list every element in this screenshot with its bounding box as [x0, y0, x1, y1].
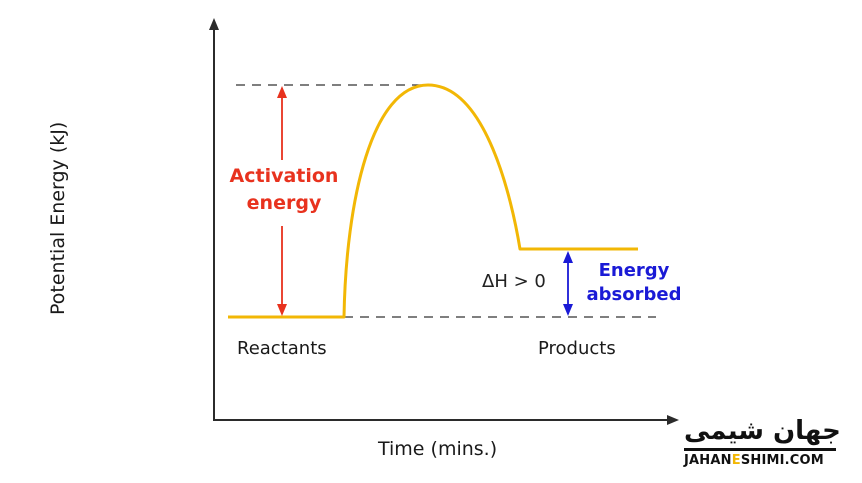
y-axis-label: Potential Energy (kJ)	[47, 121, 69, 315]
watermark-suffix: SHIMI.COM	[740, 453, 824, 468]
delta-h-label: ΔH > 0	[482, 271, 546, 292]
absorbed-arrowhead-up	[563, 251, 573, 263]
activation-arrowhead-down	[277, 304, 287, 316]
absorbed-arrowhead-down	[563, 304, 573, 316]
x-axis-arrowhead	[667, 415, 679, 425]
watermark-logo-persian: جهان شیمی	[684, 416, 841, 446]
watermark-letter: E	[731, 453, 741, 468]
x-axis-label: Time (mins.)	[378, 438, 498, 460]
reactants-label: Reactants	[237, 338, 327, 359]
energy-curve	[228, 83, 638, 319]
absorbed-label-line1: Energy	[598, 260, 670, 281]
y-axis-arrowhead	[209, 18, 219, 30]
watermark-prefix: JAHAN	[684, 453, 732, 468]
absorbed-label-line2: absorbed	[586, 284, 682, 305]
products-label: Products	[538, 338, 616, 359]
watermark-bar	[684, 448, 836, 451]
watermark-logo-english: JAHANESHIMI.COM	[684, 453, 824, 468]
activation-energy-label: Activation energy	[222, 163, 346, 217]
activation-label-line1: Activation	[229, 165, 339, 187]
energy-absorbed-label: Energy absorbed	[578, 259, 690, 307]
activation-arrowhead-up	[277, 86, 287, 98]
activation-label-line2: energy	[246, 192, 322, 214]
